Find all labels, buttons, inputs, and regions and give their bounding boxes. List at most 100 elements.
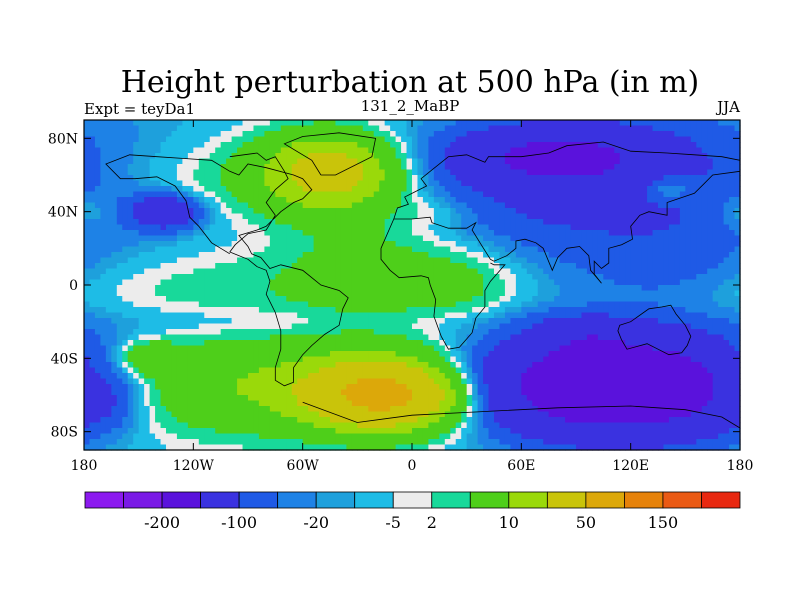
field-cell [592,125,599,132]
field-cell [466,290,473,297]
field-cell [581,153,588,160]
field-cell [554,296,561,303]
field-cell [630,213,637,220]
field-cell [144,125,151,132]
field-cell [351,340,358,347]
field-cell [406,296,413,303]
field-cell [280,136,287,143]
field-cell [406,208,413,215]
field-cell [619,219,626,226]
field-cell [614,268,621,275]
field-cell [346,290,353,297]
field-cell [444,285,451,292]
field-cell [313,142,320,149]
field-cell [351,136,358,143]
field-cell [351,147,358,154]
field-cell [379,296,386,303]
field-cell [674,285,681,292]
field-cell [105,329,112,336]
field-cell [619,323,626,330]
field-cell [122,136,129,143]
field-cell [729,197,736,204]
field-cell [581,274,588,281]
field-cell [570,285,577,292]
field-cell [701,340,708,347]
field-cell [663,285,670,292]
field-cell [253,213,260,220]
field-cell [373,290,380,297]
field-cell [280,230,287,237]
field-cell [570,230,577,237]
field-cell [712,131,719,138]
field-cell [275,274,282,281]
field-cell [483,235,490,242]
field-cell [204,164,211,171]
field-cell [368,175,375,182]
field-cell [286,312,293,319]
field-cell [483,329,490,336]
field-cell [269,153,276,160]
field-cell [412,318,419,325]
field-cell [269,296,276,303]
field-cell [346,202,353,209]
field-cell [455,334,462,341]
field-cell [636,323,643,330]
field-cell [215,274,222,281]
field-cell [679,175,686,182]
field-cell [286,340,293,347]
field-cell [510,312,517,319]
field-cell [663,257,670,264]
field-cell [439,136,446,143]
field-cell [122,263,129,270]
field-cell [581,219,588,226]
field-cell [734,257,741,264]
field-cell [668,312,675,319]
field-cell [521,307,528,314]
field-cell [504,180,511,187]
field-cell [422,279,429,286]
field-cell [510,279,517,286]
field-cell [674,142,681,149]
field-cell [494,202,501,209]
field-cell [111,158,118,165]
field-cell [302,153,309,160]
field-cell [335,175,342,182]
field-cell [198,340,205,347]
field-cell [559,180,566,187]
field-cell [155,235,162,242]
field-cell [619,131,626,138]
field-cell [138,345,145,352]
field-cell [455,219,462,226]
field-cell [226,136,233,143]
field-cell [532,290,539,297]
field-cell [696,131,703,138]
field-cell [641,301,648,308]
field-cell [707,323,714,330]
field-cell [450,125,457,132]
field-cell [84,301,91,308]
field-cell [504,153,511,160]
field-cell [614,235,621,242]
field-cell [647,213,654,220]
field-cell [362,125,369,132]
field-cell [597,120,604,127]
field-cell [308,241,315,248]
field-cell [576,252,583,259]
field-cell [308,230,315,237]
field-cell [324,153,331,160]
field-cell [559,252,566,259]
field-cell [570,241,577,248]
field-cell [100,318,107,325]
field-cell [636,230,643,237]
field-cell [198,257,205,264]
field-cell [707,296,714,303]
field-cell [488,312,495,319]
field-cell [193,296,200,303]
field-cell [357,301,364,308]
field-cell [204,296,211,303]
field-cell [494,142,501,149]
field-cell [614,307,621,314]
field-cell [592,202,599,209]
field-cell [94,136,101,143]
field-cell [472,230,479,237]
